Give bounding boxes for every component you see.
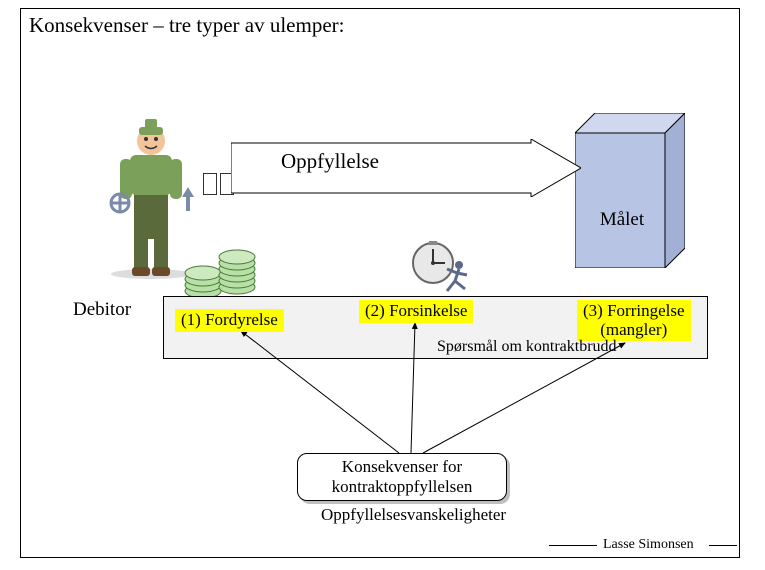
tag-forsinkelse: (2) Forsinkelse [359, 300, 473, 323]
breach-question-label: Spørsmål om kontraktbrudd [437, 338, 617, 356]
tag-forringelse: (3) Forringelse (mangler) [577, 300, 691, 341]
consequences-box: Konsekvenser for kontraktoppfyllelsen [297, 453, 507, 501]
tag-fordyrelse: (1) Fordyrelse [175, 309, 284, 332]
consequences-box-text: Konsekvenser for kontraktoppfyllelsen [298, 457, 506, 496]
diagram-frame: Konsekvenser – tre typer av ulemper: Mål… [20, 8, 740, 558]
fulfilment-label: Oppfyllelse [281, 149, 379, 174]
target-label: Målet [581, 205, 663, 235]
